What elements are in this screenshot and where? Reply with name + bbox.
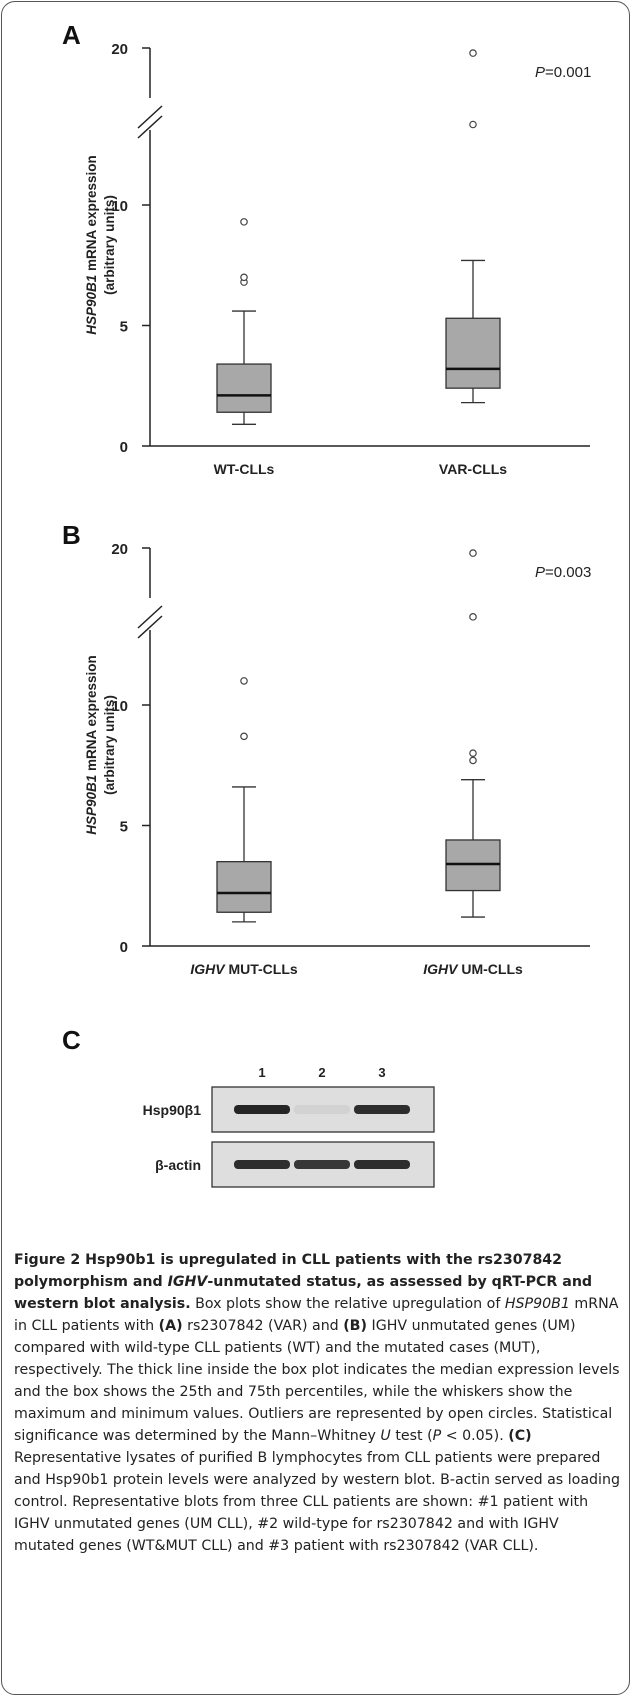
y-tick-label: 10 [111, 198, 128, 215]
caption-u-italic: U [380, 1428, 391, 1444]
axis-break-mark [137, 105, 163, 129]
panel-letter-c: C [62, 1025, 81, 1055]
blot-row-label: β-actin [155, 1157, 201, 1173]
box-2 [445, 549, 501, 918]
p-value-annotation: P=0.003 [535, 564, 591, 581]
box-2 [445, 49, 501, 404]
caption-ref-b: (B) [343, 1318, 367, 1334]
x-category-text: MUT-CLLs [225, 961, 298, 977]
outlier-point [469, 549, 477, 557]
outlier-point [240, 218, 248, 226]
blot-band [294, 1160, 350, 1169]
lane-label: 2 [318, 1065, 325, 1080]
x-category-text: UM-CLLs [457, 961, 523, 977]
blot-band [294, 1105, 350, 1114]
box-1 [216, 218, 272, 425]
figure-caption: Figure 2 Hsp90b1 is upregulated in CLL p… [14, 1249, 620, 1557]
x-category-label: WT-CLLs [214, 461, 275, 477]
y-tick-label: 0 [120, 439, 128, 456]
iqr-box [216, 860, 272, 913]
caption-title-italic: IGHV [167, 1274, 208, 1290]
y-tick-label: 0 [120, 939, 128, 956]
y-axis-label-text: mRNA expression [84, 655, 99, 775]
axis-break-mark [137, 605, 163, 629]
outlier-point [240, 677, 248, 685]
y-axis-label-gene: HSP90B1 [84, 775, 99, 835]
box-plot-b: 0 5 10 20 HSP90B1 mRNA expression (arbitrary … [84, 541, 591, 977]
y-tick-label: 20 [111, 41, 128, 58]
caption-text: < 0.05). [441, 1428, 509, 1444]
blot-band [354, 1105, 410, 1114]
y-tick-label: 5 [120, 819, 128, 836]
x-category-label: IGHV UM-CLLs [423, 961, 523, 977]
box-plot-a: 0 5 10 20 HSP90B1 mRNA expression (arbitrary … [84, 41, 591, 477]
p-value-number: =0.001 [545, 64, 591, 81]
outlier-point [469, 49, 477, 57]
y-axis-label: HSP90B1 mRNA expression [84, 655, 99, 835]
outlier-point [469, 120, 477, 129]
blot-row-label: Hsp90β1 [143, 1102, 202, 1118]
outlier-point [469, 749, 477, 758]
panel-letter-b: B [62, 520, 81, 550]
panel-letter-a: A [62, 20, 81, 50]
axis-break-mark [137, 115, 163, 139]
outlier-point [240, 732, 248, 741]
caption-text: mRNA in CLL patients with [14, 1296, 619, 1334]
x-category-gene: IGHV [190, 961, 226, 977]
caption-gene-italic: HSP90B1 [504, 1296, 570, 1312]
y-axis-label: HSP90B1 mRNA expression [84, 155, 99, 335]
outlier-point [469, 756, 477, 765]
y-axis-units: (arbitrary units) [102, 195, 117, 295]
caption-p-italic: P [432, 1428, 442, 1444]
western-blot: 1 2 3 Hsp90β1 β-actin [143, 1065, 435, 1188]
caption-title: Figure 2 Hsp90b1 is upregulated in CLL p… [14, 1252, 563, 1290]
caption-text: IGHV unmutated genes (UM) compared with … [14, 1318, 620, 1444]
caption-text: Representative lysates of purified B lym… [14, 1450, 620, 1554]
y-tick-label: 5 [120, 319, 128, 336]
caption-ref-c: (C) [508, 1428, 532, 1444]
caption-ref-a: (A) [158, 1318, 183, 1334]
box-1 [216, 677, 272, 923]
caption-title-end: -unmutated status, as assessed by qRT-PC… [14, 1274, 593, 1312]
y-axis-units: (arbitrary units) [102, 695, 117, 795]
y-tick-label: 20 [111, 541, 128, 558]
p-value-p: P [535, 564, 545, 581]
caption-text: Box plots show the relative upregulation… [190, 1296, 505, 1312]
y-tick-label: 10 [111, 698, 128, 715]
iqr-box [445, 317, 501, 389]
blot-band [354, 1160, 410, 1169]
p-value-annotation: P=0.001 [535, 64, 591, 81]
lane-label: 1 [258, 1065, 265, 1080]
axis-break-mark [137, 615, 163, 639]
x-category-gene: IGHV [423, 961, 459, 977]
p-value-number: =0.003 [545, 564, 591, 581]
x-category-text: VAR-CLLs [439, 461, 507, 477]
x-category-label: VAR-CLLs [439, 461, 507, 477]
p-value-p: P [535, 64, 545, 81]
blot-band [234, 1160, 290, 1169]
caption-text: rs2307842 (VAR) and [182, 1318, 344, 1334]
blot-band [234, 1105, 290, 1114]
outlier-point [240, 273, 248, 282]
y-axis-label-text: mRNA expression [84, 155, 99, 275]
outlier-point [469, 613, 477, 621]
iqr-box [216, 363, 272, 413]
lane-label: 3 [378, 1065, 385, 1080]
x-category-label: IGHV MUT-CLLs [190, 961, 298, 977]
x-category-text: WT-CLLs [214, 461, 275, 477]
y-axis-label-gene: HSP90B1 [84, 275, 99, 335]
caption-text: test ( [390, 1428, 433, 1444]
